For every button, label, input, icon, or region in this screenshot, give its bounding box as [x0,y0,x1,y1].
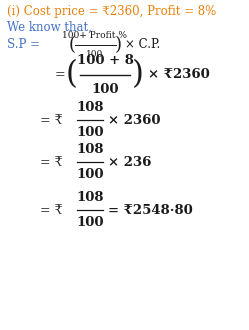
Text: 100: 100 [91,83,119,96]
Text: (i) Cost price = ₹2360, Profit = 8%: (i) Cost price = ₹2360, Profit = 8% [7,6,216,18]
Text: 108: 108 [76,143,104,156]
Text: = ₹2548·80: = ₹2548·80 [108,204,193,216]
Text: 100+ Profit %: 100+ Profit % [62,31,127,40]
Text: × C.P.: × C.P. [125,39,160,51]
Text: 100: 100 [86,50,104,59]
Text: × 2360: × 2360 [108,114,161,126]
Text: 100 + 8: 100 + 8 [76,54,133,67]
Text: ): ) [115,36,122,54]
Text: 108: 108 [76,191,104,204]
Text: × ₹2360: × ₹2360 [148,69,210,82]
Text: S.P =: S.P = [7,39,44,51]
Text: 108: 108 [76,101,104,114]
Text: = ₹: = ₹ [40,155,63,169]
Text: We know that,: We know that, [7,20,92,34]
Text: =: = [55,69,66,82]
Text: 100: 100 [76,216,104,229]
Text: 100: 100 [76,126,104,139]
Text: = ₹: = ₹ [40,114,63,126]
Text: × 236: × 236 [108,155,151,169]
Text: = ₹: = ₹ [40,204,63,216]
Text: ): ) [132,59,144,90]
Text: 100: 100 [76,168,104,181]
Text: (: ( [66,59,78,90]
Text: (: ( [68,36,75,54]
